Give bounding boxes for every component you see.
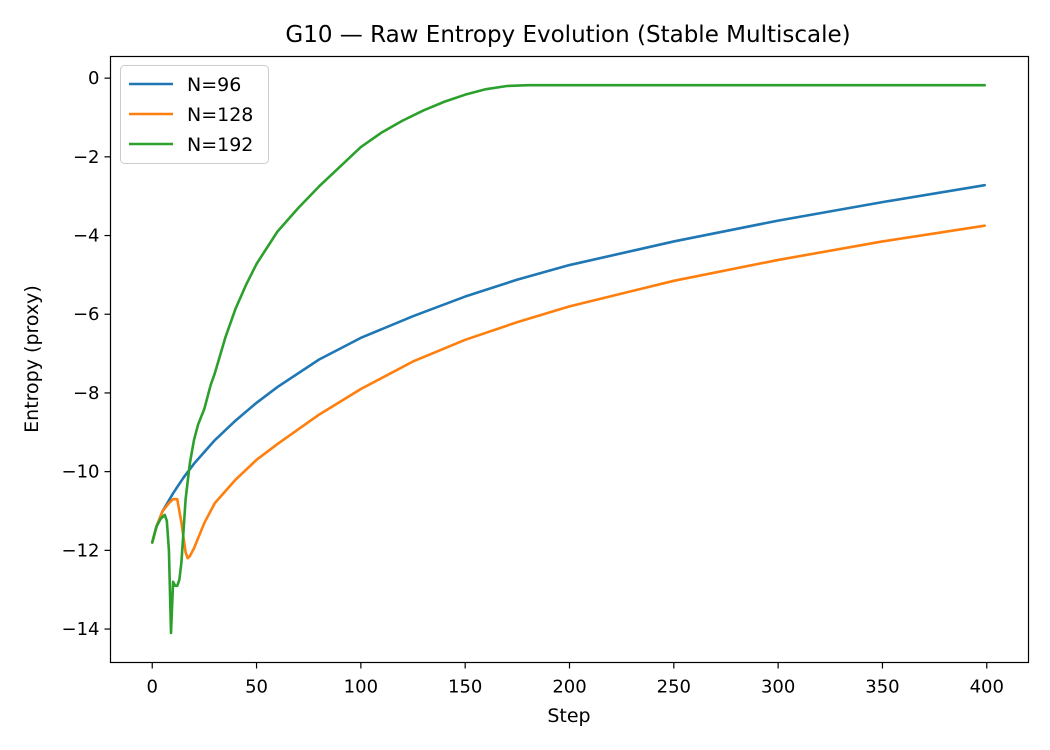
legend: N=96 N=128 N=192 (120, 65, 269, 164)
y-tick-label: 0 (88, 68, 99, 89)
x-tick-label: 300 (761, 677, 795, 698)
series-line-2 (150, 83, 986, 635)
x-tick-label: 250 (657, 677, 691, 698)
x-tick-label: 150 (448, 677, 482, 698)
x-tick-label: 0 (147, 677, 158, 698)
series-line-1 (150, 224, 986, 560)
x-tick-label: 100 (344, 677, 378, 698)
y-tick-label: −14 (62, 619, 100, 640)
series-lines (150, 83, 986, 635)
y-tick-label: −12 (62, 540, 100, 561)
y-tick-label: −8 (73, 383, 100, 404)
x-tick-label: 400 (970, 677, 1004, 698)
y-tick-label: −10 (62, 462, 100, 483)
chart-title: G10 — Raw Entropy Evolution (Stable Mult… (285, 22, 850, 48)
legend-label-0: N=96 (187, 74, 241, 96)
x-axis: 0 50 100 150 200 250 300 350 400 (147, 662, 1004, 698)
y-axis-label: Entropy (proxy) (21, 285, 43, 433)
x-axis-label: Step (547, 705, 590, 727)
y-tick-label: −2 (73, 147, 100, 168)
legend-label-1: N=128 (187, 104, 253, 126)
x-tick-label: 350 (865, 677, 899, 698)
y-axis: 0 −2 −4 −6 −8 −10 −12 −14 (62, 68, 111, 640)
y-tick-label: −4 (73, 226, 100, 247)
series-line-0 (150, 183, 986, 544)
x-tick-label: 50 (245, 677, 268, 698)
y-tick-label: −6 (73, 304, 100, 325)
x-tick-label: 200 (552, 677, 586, 698)
legend-label-2: N=192 (187, 134, 253, 156)
legend-box (120, 65, 269, 164)
